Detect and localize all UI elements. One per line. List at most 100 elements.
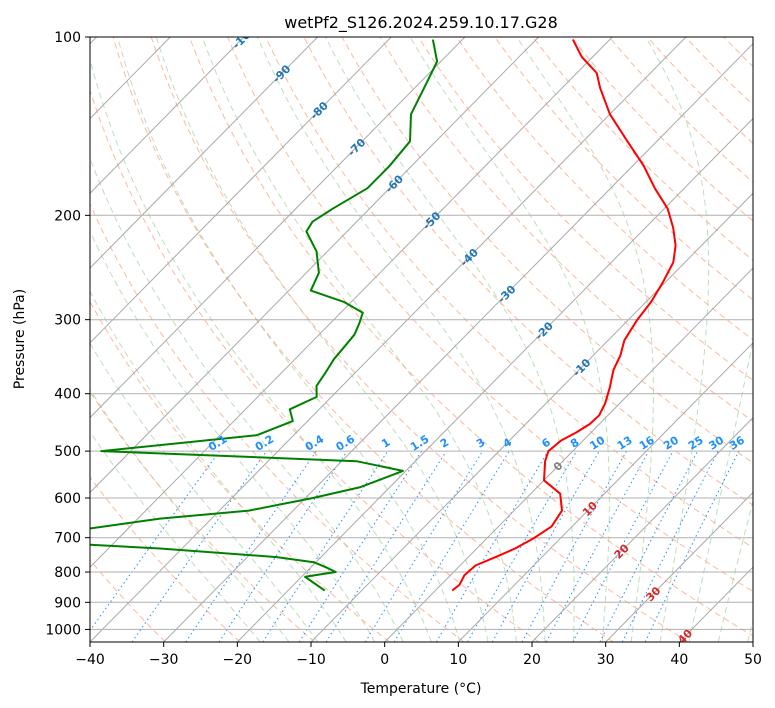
y-tick-label: 100 <box>54 30 81 46</box>
mixing-ratio-label: 10 <box>588 433 608 452</box>
dry-adiabat <box>646 37 753 145</box>
mixing-ratio-label: 2 <box>438 436 451 451</box>
x-tick-label: −20 <box>223 652 253 668</box>
y-tick-label: 1000 <box>45 622 81 638</box>
dry-adiabat <box>685 37 753 106</box>
isotherm-line <box>457 342 753 642</box>
x-axis: −40 −30 −20 −10 0 10 20 30 40 50 <box>75 642 762 668</box>
mixing-ratio-line <box>491 450 600 642</box>
x-tick-label: −40 <box>75 652 105 668</box>
dry-adiabat <box>188 37 753 637</box>
moist-adiabat <box>155 37 489 642</box>
moist-adiabat <box>90 342 319 642</box>
dewpoint-profile <box>90 39 439 592</box>
chart-title: wetPf2_S126.2024.259.10.17.G28 <box>284 13 558 33</box>
isotherm-line <box>90 37 466 419</box>
temperature-profile <box>451 39 677 592</box>
dry-adiabat <box>341 37 753 464</box>
y-tick-label: 900 <box>54 595 81 611</box>
moist-adiabat <box>325 37 575 642</box>
x-tick-label: 20 <box>523 652 541 668</box>
moist-adiabat <box>201 37 517 642</box>
x-tick-label: 40 <box>670 652 688 668</box>
dry-adiabat <box>90 202 465 642</box>
isotherm-line <box>90 37 392 344</box>
dry-adiabat <box>723 37 753 68</box>
moist-adiabat <box>90 388 290 642</box>
mixing-ratio-line <box>393 450 510 642</box>
dry-adiabat <box>112 37 614 642</box>
mixing-ratio-line <box>364 450 484 642</box>
dry-adiabat <box>762 37 775 642</box>
mixing-ratio-label: 13 <box>615 434 635 453</box>
x-tick-label: 10 <box>449 652 467 668</box>
moist-adiabat <box>516 37 654 642</box>
mixing-ratio-line <box>298 450 423 642</box>
isotherm-line <box>384 267 753 642</box>
plot-frame <box>89 36 754 643</box>
mixing-ratio-label: 36 <box>727 433 747 452</box>
moist-adiabat <box>90 230 376 642</box>
mixing-ratio-line <box>262 450 389 642</box>
mixing-ratio-label: 16 <box>637 433 657 452</box>
y-tick-label: 300 <box>54 313 81 329</box>
moist-adiabat <box>90 156 404 642</box>
x-tick-label: 0 <box>380 652 389 668</box>
dry-adiabat <box>303 37 753 506</box>
moist-adiabat <box>90 57 432 642</box>
dry-adiabat <box>90 390 316 642</box>
isotherm-line <box>752 641 753 642</box>
isotherm-line <box>90 37 539 494</box>
y-tick-label: 500 <box>54 444 81 460</box>
grid-lines <box>90 37 753 642</box>
x-tick-label: −30 <box>149 652 179 668</box>
isotherm-line <box>605 491 753 642</box>
y-tick-label: 200 <box>54 208 81 224</box>
dry-adiabat <box>227 37 753 593</box>
isotherm-line <box>531 416 753 642</box>
y-tick-label: 800 <box>54 565 81 581</box>
isotherm-line <box>90 37 687 642</box>
mixing-ratio-line <box>325 450 447 642</box>
y-tick-label: 700 <box>54 531 81 547</box>
dry-adiabat <box>150 37 689 642</box>
moist-adiabat <box>717 498 753 642</box>
mixing-ratio-label: 30 <box>706 433 726 452</box>
dry-adiabat <box>90 476 241 642</box>
mixing-ratio-label: 1 <box>379 436 392 451</box>
moist-adiabat <box>747 618 753 642</box>
y-tick-label: 400 <box>54 387 81 403</box>
mixing-ratio-line <box>521 450 628 642</box>
dry-adiabat <box>90 300 390 642</box>
dry-adiabat <box>532 37 753 261</box>
x-tick-label: 30 <box>597 652 615 668</box>
mixing-ratio-label: 20 <box>661 433 681 452</box>
x-tick-label: 50 <box>744 652 762 668</box>
isotherm-line <box>163 42 753 642</box>
isotherm-line <box>90 37 245 194</box>
y-tick-label: 600 <box>54 491 81 507</box>
x-tick-label: −10 <box>296 652 326 668</box>
isotherm-line <box>90 37 318 269</box>
moist-adiabat <box>90 431 261 642</box>
dry-adiabat <box>265 37 753 549</box>
moist-adiabat <box>117 37 461 642</box>
mixing-ratio-line <box>545 450 650 642</box>
mixing-ratio-label: 0.4 <box>303 432 327 454</box>
moist-adiabat <box>90 290 347 642</box>
isotherm-line <box>236 117 753 642</box>
mixing-ratio-line <box>185 450 317 642</box>
mixing-ratio-line <box>435 450 549 642</box>
isotherm-line <box>90 37 613 568</box>
dry-adiabat <box>90 88 540 642</box>
moist-adiabat <box>688 337 753 642</box>
mixing-ratio-label: 8 <box>568 436 581 451</box>
x-axis-title: Temperature (°C) <box>360 681 482 697</box>
moist-adiabat <box>409 37 610 642</box>
isotherm-line <box>310 192 753 642</box>
mixing-ratio-line <box>218 450 348 642</box>
moist-adiabat <box>257 37 546 642</box>
y-axis-title: Pressure (hPa) <box>12 289 28 389</box>
profile-lines <box>90 39 677 592</box>
